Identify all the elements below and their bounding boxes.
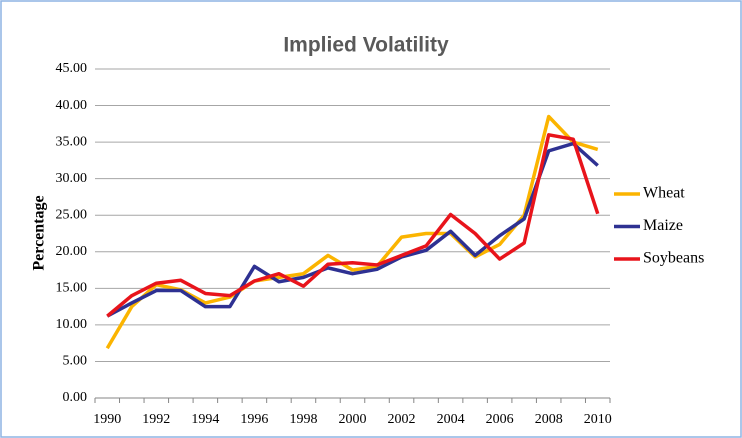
x-tick-label: 2010 [584, 412, 612, 427]
x-tick-label: 1992 [142, 412, 170, 427]
x-tick-label: 1990 [93, 412, 121, 427]
x-tick-label: 2000 [339, 412, 367, 427]
chart-title: Implied Volatility [283, 34, 449, 57]
x-tick-label: 1996 [240, 412, 268, 427]
x-tick-label: 2002 [388, 412, 416, 427]
y-tick-label: 25.00 [56, 207, 88, 222]
x-tick-label: 2006 [486, 412, 514, 427]
x-tick-label: 2004 [437, 412, 465, 427]
legend-label: Maize [643, 217, 683, 234]
x-tick-label: 1998 [289, 412, 317, 427]
y-axis-label: Percentage [31, 195, 48, 270]
y-tick-label: 5.00 [63, 354, 88, 369]
y-tick-label: 0.00 [63, 390, 88, 405]
legend-label: Wheat [643, 185, 685, 202]
y-tick-label: 40.00 [56, 98, 88, 113]
legend-label: Soybeans [643, 250, 704, 267]
y-tick-label: 20.00 [56, 244, 88, 259]
y-tick-label: 45.00 [56, 61, 88, 76]
y-tick-label: 15.00 [56, 281, 88, 296]
series-line [106, 141, 599, 318]
series-line [106, 133, 600, 318]
y-tick-label: 30.00 [56, 171, 88, 186]
y-tick-label: 35.00 [56, 134, 88, 149]
y-tick-label: 10.00 [56, 317, 88, 332]
x-tick-label: 1994 [191, 412, 219, 427]
x-tick-label: 2008 [535, 412, 563, 427]
